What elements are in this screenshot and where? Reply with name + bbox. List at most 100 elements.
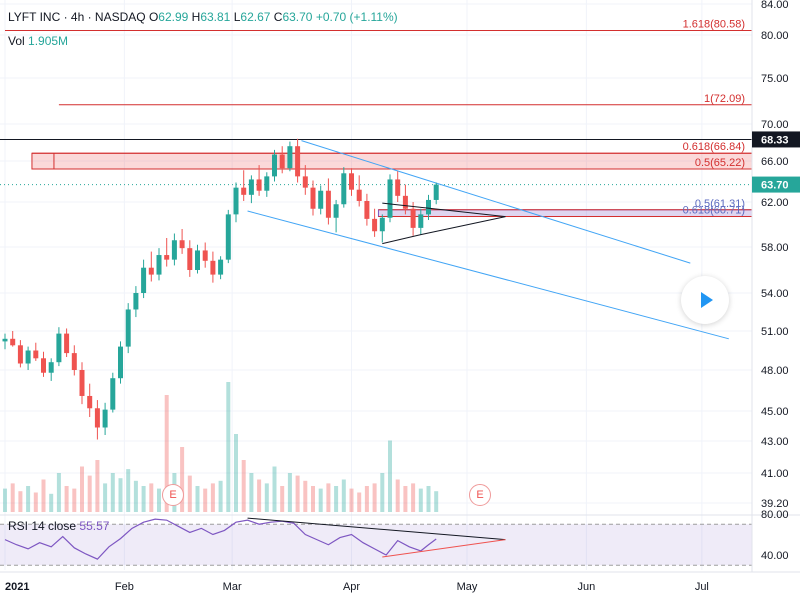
volume-bar <box>87 475 92 512</box>
candle-body <box>318 190 324 209</box>
time-axis-label: Jun <box>577 581 595 593</box>
volume-bar <box>64 486 69 512</box>
rsi-line <box>4 518 437 560</box>
candle-body <box>218 259 224 275</box>
candle-body <box>148 267 154 275</box>
volume-bar <box>195 486 200 512</box>
rsi-value: 55.57 <box>79 519 110 533</box>
candle-body <box>56 333 62 363</box>
volume-bar <box>110 473 115 512</box>
volume-bar <box>141 486 146 512</box>
play-button[interactable] <box>681 276 729 324</box>
fib-zone <box>31 152 753 170</box>
candle-body <box>156 255 162 275</box>
volume-bar <box>272 466 277 512</box>
rsi-label: RSI 14 close <box>8 519 77 533</box>
price-axis-label: 84.00 <box>761 0 789 11</box>
time-axis-label: 2021 <box>5 581 29 593</box>
low-value: 62.67 <box>240 10 271 24</box>
fib-level-label: 0.618(60.71) <box>683 205 745 217</box>
volume-bar <box>41 479 46 512</box>
volume-bar <box>80 466 84 512</box>
volume-bar <box>133 480 138 512</box>
volume-bar <box>234 434 238 512</box>
volume-bar <box>226 382 231 512</box>
volume-bar <box>418 488 423 512</box>
open-value: 62.99 <box>158 10 189 24</box>
candle-body <box>364 200 370 219</box>
candle-body <box>302 176 308 188</box>
time-axis-label: Jul <box>695 581 709 593</box>
volume-bar <box>56 473 61 512</box>
candle-body <box>225 214 231 260</box>
rsi-axis-label: 80.00 <box>761 509 789 521</box>
candle-body <box>202 250 208 261</box>
volume-bar <box>18 491 23 512</box>
high-label: H <box>191 10 201 24</box>
price-axis-label: 62.00 <box>761 197 789 209</box>
candle-body <box>264 176 270 191</box>
price-axis-label: 51.00 <box>761 326 789 338</box>
earnings-marker[interactable]: E <box>162 484 184 506</box>
volume-bar <box>210 483 215 512</box>
volume-bar <box>287 473 292 512</box>
candle-body <box>356 189 362 201</box>
candle-body <box>141 267 147 293</box>
close-value: 63.70 <box>282 10 313 24</box>
volume-bar <box>388 440 392 512</box>
volume-bar <box>295 475 300 512</box>
volume-bar <box>95 460 100 512</box>
volume-bar <box>311 486 315 512</box>
volume-bar <box>218 480 223 512</box>
symbol-name: LYFT INC · 4h · NASDAQ <box>8 10 146 24</box>
candle-body <box>64 333 70 354</box>
fib-level-label: 0.618(66.84) <box>683 141 745 153</box>
low-label: L <box>233 10 241 24</box>
candle-body <box>187 248 193 270</box>
triangle-drawing <box>382 202 506 245</box>
candle-body <box>171 240 177 260</box>
candle-body <box>433 184 439 200</box>
volume-bar <box>157 488 161 512</box>
volume-bar <box>3 488 7 512</box>
candle-body <box>325 190 331 218</box>
volume-bar <box>149 483 154 512</box>
earnings-marker[interactable]: E <box>469 484 491 506</box>
time-axis-label: Mar <box>223 581 242 593</box>
volume-bar <box>264 483 269 512</box>
candle-body <box>241 187 247 195</box>
price-axis-label: 75.00 <box>761 73 789 85</box>
fib-level-label: 0.5(61.31) <box>695 198 745 210</box>
volume-bar <box>326 483 331 512</box>
volume-bar <box>334 486 339 512</box>
open-label: O <box>148 10 159 24</box>
volume-bar <box>33 492 38 512</box>
candle-body <box>395 179 401 196</box>
volume-bar <box>118 478 123 512</box>
price-axis-label: 48.00 <box>761 365 789 377</box>
candle-body <box>2 338 8 342</box>
price-axis-label: 58.00 <box>761 242 789 254</box>
price-axis-label: 45.00 <box>761 406 789 418</box>
volume-bar <box>180 447 185 512</box>
candle-body <box>310 187 316 209</box>
price-axis-label: 43.00 <box>761 436 789 448</box>
volume-bar <box>280 486 285 512</box>
last-price-tag <box>752 176 800 193</box>
candle-body <box>110 378 116 410</box>
candle-body <box>372 218 378 232</box>
rsi-trendline <box>382 539 506 558</box>
candle-body <box>48 362 54 373</box>
candle-body <box>287 146 293 169</box>
candle-body <box>256 179 262 191</box>
time-axis-label: Apr <box>343 581 360 593</box>
fib-level-label: 0.5(65.22) <box>695 157 745 169</box>
high-value: 63.81 <box>200 10 231 24</box>
channel-lower-line <box>247 210 729 340</box>
volume-bar <box>249 473 254 512</box>
volume-bar <box>341 479 346 512</box>
rsi-trendline <box>247 517 506 541</box>
candle-body <box>387 179 393 218</box>
symbol-legend: LYFT INC · 4h · NASDAQ O62.99 H63.81 L62… <box>8 10 398 24</box>
